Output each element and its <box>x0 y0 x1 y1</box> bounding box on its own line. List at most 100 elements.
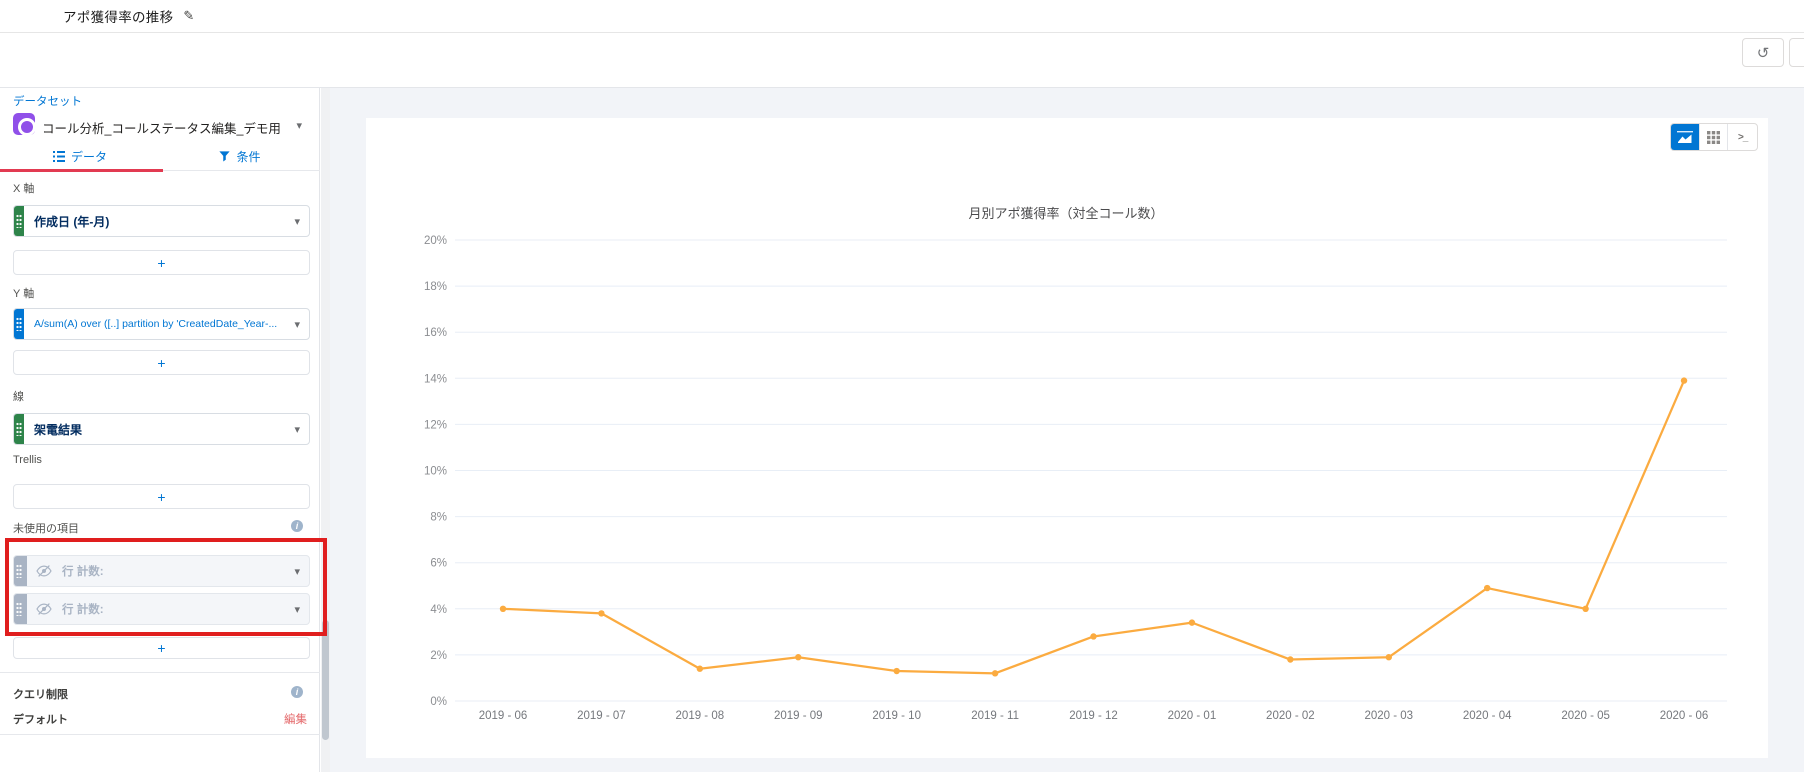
default-label: デフォルト <box>13 714 68 726</box>
y-axis-tick-label: 20% <box>424 235 447 247</box>
dataset-selector[interactable]: コール分析_コールステータス編集_デモ用 ▾ <box>0 110 320 142</box>
page-title: アポ獲得率の推移 <box>63 10 174 25</box>
undo-button[interactable]: ↺ <box>1742 38 1784 67</box>
plus-icon: + <box>157 254 166 271</box>
data-point[interactable] <box>696 665 704 672</box>
x-axis-tick-label: 2019 - 06 <box>479 710 528 722</box>
y-axis-tick-label: 6% <box>430 558 447 570</box>
redo-button[interactable]: ↻ <box>1789 38 1804 67</box>
y-axis-section-label: Y 軸 <box>13 288 35 300</box>
table-grid-icon <box>1707 130 1720 144</box>
query-sidebar: データセット コール分析_コールステータス編集_デモ用 ▾ データ 条件 <box>0 88 320 772</box>
y-axis-tick-label: 8% <box>430 512 447 524</box>
terminal-icon: >_ <box>1737 131 1748 143</box>
x-axis-tick-label: 2020 - 02 <box>1266 710 1315 722</box>
view-switcher: >_ <box>1670 123 1758 151</box>
unused-field-label: 行 計数: <box>62 604 104 616</box>
plus-icon: + <box>157 354 166 371</box>
x-axis-tick-label: 2019 - 11 <box>971 710 1019 722</box>
y-axis-tick-label: 2% <box>430 650 447 662</box>
toolbar: ↺ ↻ <box>0 33 1804 88</box>
sidebar-tabs: データ 条件 <box>0 143 320 172</box>
x-axis-tick-label: 2020 - 04 <box>1463 710 1512 722</box>
unused-field-label: 行 計数: <box>62 566 104 578</box>
x-axis-tick-label: 2019 - 07 <box>577 710 626 722</box>
drag-handle[interactable] <box>14 414 24 444</box>
chevron-down-icon: ▾ <box>294 603 300 616</box>
chevron-down-icon: ▾ <box>294 423 300 436</box>
x-axis-tick-label: 2019 - 08 <box>676 710 725 722</box>
drag-handle[interactable] <box>14 594 27 624</box>
y-axis-tick-label: 10% <box>424 466 447 478</box>
drag-handle[interactable] <box>14 309 24 339</box>
chevron-down-icon: ▾ <box>294 215 300 228</box>
data-point[interactable] <box>1287 656 1294 663</box>
x-axis-field[interactable]: 作成日 (年-月) ▾ <box>13 205 310 237</box>
x-axis-field-label: 作成日 (年-月) <box>34 214 110 229</box>
data-point[interactable] <box>1582 605 1589 612</box>
tab-data-label: データ <box>70 150 107 164</box>
data-point[interactable] <box>499 605 507 612</box>
y-axis-tick-label: 14% <box>424 373 447 385</box>
y-axis-field-label: A/sum(A) over ([..] partition by 'Create… <box>34 318 278 330</box>
chevron-down-icon: ▾ <box>296 120 302 132</box>
line-dimension-label: 架電結果 <box>34 422 83 437</box>
y-axis-field[interactable]: A/sum(A) over ([..] partition by 'Create… <box>13 308 310 340</box>
scrollbar-thumb[interactable] <box>322 620 329 740</box>
y-axis-tick-label: 16% <box>424 327 447 339</box>
list-icon <box>52 151 65 162</box>
line-dimension-field[interactable]: 架電結果 ▾ <box>13 413 310 445</box>
tab-data[interactable]: データ <box>0 143 163 172</box>
info-icon[interactable]: i <box>291 520 303 532</box>
data-point[interactable] <box>893 667 900 675</box>
x-axis-add-button[interactable]: + <box>13 250 310 275</box>
dataset-section-label: データセット <box>13 96 82 108</box>
data-point[interactable] <box>1090 633 1097 640</box>
trellis-section-label: Trellis <box>13 454 42 466</box>
data-point[interactable] <box>1188 619 1196 626</box>
chart-title: 月別アポ獲得率（対全コール数） <box>968 206 1163 221</box>
filter-icon <box>219 151 231 162</box>
data-point[interactable] <box>795 654 802 661</box>
table-view-button[interactable] <box>1700 124 1729 150</box>
query-view-button[interactable]: >_ <box>1728 124 1757 150</box>
edit-title-pencil-icon[interactable]: ✎ <box>183 8 195 23</box>
data-point[interactable] <box>991 670 999 677</box>
line-section-label: 線 <box>13 391 24 403</box>
drag-handle[interactable] <box>14 206 24 236</box>
data-point[interactable] <box>1680 377 1688 384</box>
chart-panel: >_ 0% 2% 4% 6% 8% 10% 12% 14% 16% 18% 20% 2019 - 06… <box>330 88 1804 772</box>
line-chart[interactable]: 0% 2% 4% 6% 8% 10% 12% 14% 16% 18% 20% 2019 - 06 201… <box>366 118 1768 758</box>
chart-view-button[interactable] <box>1671 124 1700 150</box>
sidebar-scrollbar[interactable] <box>321 88 330 772</box>
undo-icon: ↺ <box>1756 44 1770 62</box>
eye-slash-icon <box>36 603 52 615</box>
info-icon[interactable]: i <box>291 686 303 698</box>
x-axis-tick-label: 2020 - 06 <box>1660 710 1709 722</box>
unused-add-button[interactable]: + <box>13 637 310 659</box>
chevron-down-icon: ▾ <box>294 318 300 331</box>
query-limit-label: クエリ制限 <box>13 689 68 701</box>
trellis-add-button[interactable]: + <box>13 484 310 509</box>
tab-filters[interactable]: 条件 <box>160 143 320 170</box>
chart-card: >_ 0% 2% 4% 6% 8% 10% 12% 14% 16% 18% 20% 2019 - 06… <box>366 118 1768 758</box>
edit-default-link[interactable]: 編集 <box>284 714 307 726</box>
line-chart-icon <box>1676 130 1693 143</box>
data-point[interactable] <box>1385 654 1392 661</box>
data-point[interactable] <box>598 610 605 617</box>
data-point[interactable] <box>1484 584 1491 592</box>
unused-field-row[interactable]: 行 計数: ▾ <box>13 555 310 587</box>
unused-field-row[interactable]: 行 計数: ▾ <box>13 593 310 625</box>
dataset-name: コール分析_コールステータス編集_デモ用 <box>42 122 281 136</box>
tab-filters-label: 条件 <box>236 150 261 164</box>
plus-icon: + <box>157 640 166 656</box>
plus-icon: + <box>157 488 166 505</box>
y-axis-tick-label: 12% <box>424 419 447 431</box>
title-bar: アポ獲得率の推移 ✎ <box>0 0 1804 33</box>
chevron-down-icon: ▾ <box>294 565 300 578</box>
y-axis-tick-label: 4% <box>430 604 447 616</box>
y-axis-tick-label: 18% <box>424 281 447 293</box>
drag-handle[interactable] <box>14 556 27 586</box>
y-axis-add-button[interactable]: + <box>13 350 310 375</box>
